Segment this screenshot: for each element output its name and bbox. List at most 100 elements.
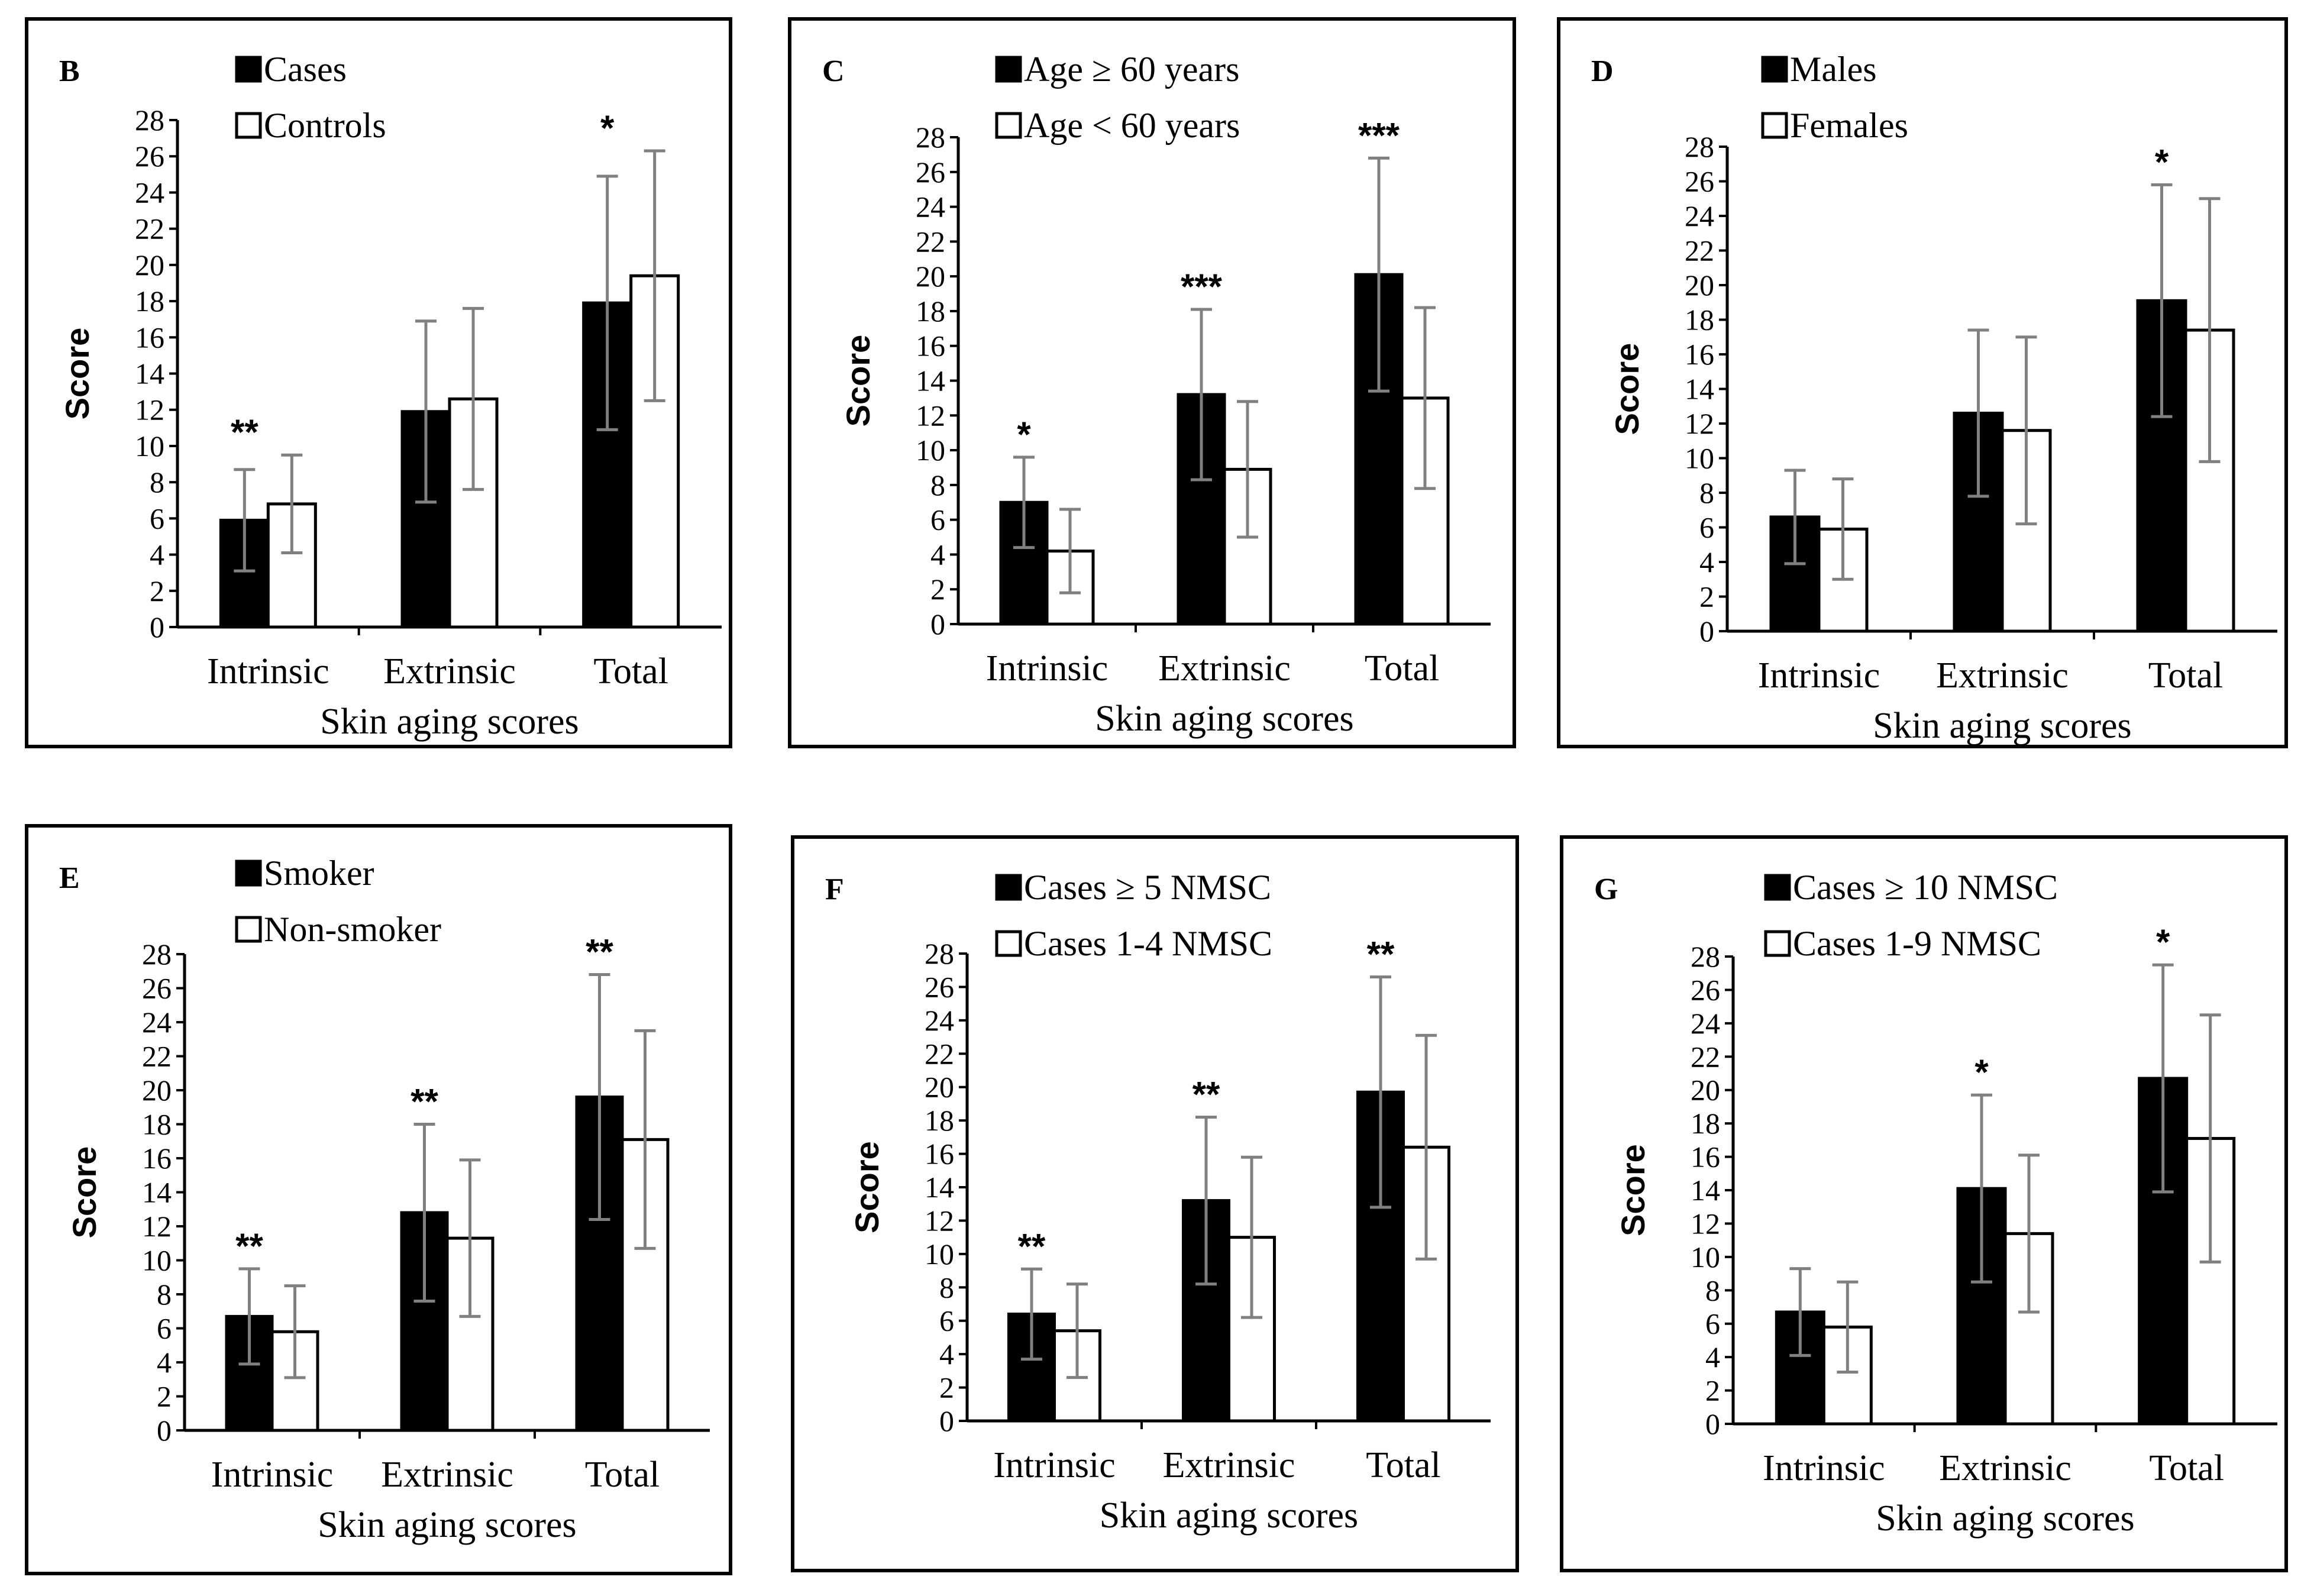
legend-label: Cases (264, 50, 347, 89)
y-tick-label: 10 (142, 1244, 172, 1277)
significance-marker: * (1017, 415, 1031, 454)
y-tick-label: 6 (150, 502, 164, 535)
legend-swatch (995, 874, 1022, 901)
y-tick-label: 12 (1685, 407, 1714, 440)
x-tick-label: Total (2148, 655, 2224, 696)
legend-swatch (995, 112, 1022, 139)
significance-marker: ** (411, 1082, 438, 1122)
significance-marker: ** (235, 1226, 263, 1266)
y-tick-label: 4 (157, 1346, 172, 1379)
y-tick-label: 24 (1691, 1007, 1720, 1040)
x-tick-label: Extrinsic (1158, 648, 1291, 689)
x-axis-title: Skin aging scores (320, 702, 579, 742)
y-tick-label: 4 (1705, 1340, 1720, 1374)
x-tick-label: Intrinsic (211, 1455, 334, 1495)
legend-label: Cases 1-9 NMSC (1793, 924, 2041, 963)
y-tick-label: 10 (925, 1238, 954, 1271)
x-tick-label: Intrinsic (1763, 1448, 1885, 1488)
legend-label: Age ≥ 60 years (1024, 50, 1239, 89)
y-tick-label: 28 (916, 121, 945, 154)
panel-label: C (822, 54, 845, 88)
x-axis-title: Skin aging scores (1095, 699, 1353, 739)
y-tick-label: 16 (1685, 338, 1714, 371)
y-tick-label: 14 (142, 1176, 172, 1209)
significance-marker: ** (1192, 1075, 1220, 1114)
x-tick-label: Extrinsic (1936, 655, 2069, 696)
significance-marker: ** (1018, 1226, 1046, 1266)
panel-frame (25, 17, 732, 748)
x-tick-label: Total (2149, 1448, 2224, 1488)
significance-marker: * (600, 108, 615, 148)
x-tick-label: Total (1366, 1445, 1441, 1485)
y-tick-label: 2 (1699, 580, 1714, 613)
x-tick-label: Extrinsic (381, 1455, 513, 1495)
y-tick-label: 12 (925, 1204, 954, 1237)
y-tick-label: 8 (930, 469, 945, 502)
legend-swatch (1761, 56, 1788, 83)
y-tick-label: 6 (939, 1304, 954, 1337)
x-tick-label: Total (593, 651, 668, 692)
y-tick-label: 4 (150, 538, 164, 571)
legend-label: Cases ≥ 5 NMSC (1024, 868, 1271, 907)
y-tick-label: 22 (925, 1037, 954, 1070)
y-tick-label: 22 (1691, 1040, 1720, 1073)
legend-swatch (235, 860, 262, 887)
y-tick-label: 26 (916, 156, 945, 189)
y-tick-label: 0 (1699, 615, 1714, 648)
y-tick-label: 28 (142, 938, 172, 971)
y-tick-label: 20 (142, 1074, 172, 1107)
y-tick-label: 14 (1691, 1174, 1720, 1207)
y-tick-label: 26 (142, 972, 172, 1005)
y-tick-label: 16 (142, 1142, 172, 1175)
significance-marker: ** (231, 412, 258, 452)
y-tick-label: 0 (157, 1414, 172, 1447)
significance-marker: ** (586, 932, 613, 972)
y-tick-label: 8 (150, 466, 164, 499)
y-tick-label: 14 (916, 364, 945, 398)
y-tick-label: 24 (142, 1006, 172, 1039)
y-tick-label: 6 (1705, 1307, 1720, 1340)
y-tick-label: 2 (930, 573, 945, 606)
significance-marker: * (1974, 1052, 1989, 1092)
x-axis-title: Skin aging scores (318, 1505, 576, 1545)
y-tick-label: 26 (1691, 973, 1720, 1006)
panel-label: B (59, 54, 80, 88)
y-tick-label: 4 (1699, 545, 1714, 579)
y-tick-label: 28 (135, 104, 164, 137)
y-tick-label: 16 (925, 1138, 954, 1171)
y-tick-label: 28 (1685, 130, 1714, 163)
y-tick-label: 20 (916, 260, 945, 293)
legend-label: Females (1790, 106, 1908, 145)
y-tick-label: 12 (142, 1210, 172, 1243)
y-tick-label: 18 (916, 295, 945, 328)
panel-frame (791, 835, 1519, 1572)
y-tick-label: 0 (1705, 1407, 1720, 1440)
panel-label: G (1594, 873, 1618, 906)
y-tick-label: 10 (1685, 442, 1714, 475)
y-tick-label: 26 (925, 970, 954, 1003)
y-tick-label: 20 (1691, 1074, 1720, 1107)
x-tick-label: Intrinsic (207, 651, 329, 692)
y-tick-label: 6 (157, 1312, 172, 1345)
panel-label: D (1591, 54, 1614, 88)
y-tick-label: 18 (142, 1108, 172, 1141)
y-tick-label: 20 (925, 1071, 954, 1104)
y-tick-label: 24 (916, 190, 945, 224)
y-tick-label: 22 (142, 1040, 172, 1073)
legend-label: Males (1790, 50, 1877, 89)
legend-swatch (235, 916, 262, 943)
x-tick-label: Extrinsic (1163, 1445, 1295, 1485)
y-tick-label: 16 (916, 329, 945, 363)
y-tick-label: 26 (135, 140, 164, 173)
y-tick-label: 28 (1691, 940, 1720, 973)
y-tick-label: 24 (1685, 199, 1714, 232)
y-tick-label: 2 (1705, 1374, 1720, 1407)
panel-b: B CasesControls0246810121416182022242628S… (25, 17, 732, 748)
y-tick-label: 8 (939, 1271, 954, 1304)
y-axis-title: Score (1608, 343, 1646, 435)
panel-label: E (59, 861, 80, 895)
panel-frame (1560, 835, 2288, 1572)
